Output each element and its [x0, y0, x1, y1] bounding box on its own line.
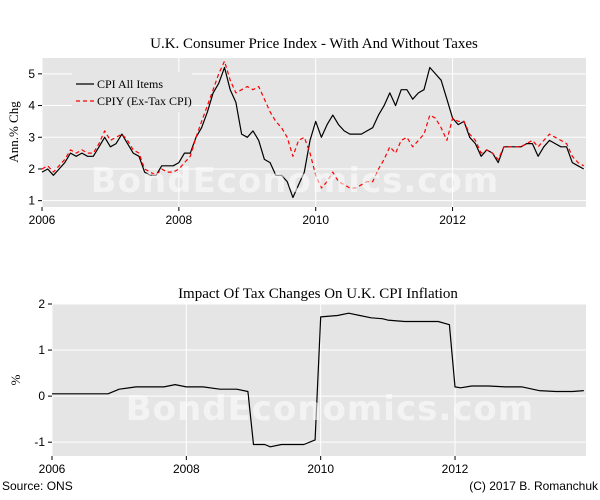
- bottom-series: [52, 312, 584, 448]
- source-note: Source: ONS: [2, 479, 73, 493]
- top-watermark: BondEconomics.com: [91, 161, 499, 201]
- bottom-gridlines: [51, 303, 586, 456]
- legend: CPI All Items CPIY (Ex-Tax CPI): [72, 72, 192, 112]
- bottom-series-line-1: [52, 312, 584, 448]
- top-x-tick-label: 2010: [302, 213, 329, 227]
- legend-label-cpiy: CPIY (Ex-Tax CPI): [97, 94, 192, 108]
- top-y-axis-label: Ann.% Chg: [6, 101, 21, 163]
- top-y-tick-label: 4: [28, 99, 35, 113]
- top-x-tick-label: 2008: [166, 213, 193, 227]
- bottom-y-tick-label: 1: [38, 343, 45, 357]
- top-y-tick-label: 1: [28, 194, 35, 208]
- legend-label-cpi-all-items: CPI All Items: [97, 77, 163, 91]
- bottom-plot-area: [52, 304, 586, 456]
- bottom-y-axis-label: %: [8, 374, 23, 385]
- bottom-ticks: 2006 2008 2010 2012 -1 0 1 2: [34, 297, 468, 476]
- bottom-y-tick-label: 2: [38, 297, 45, 311]
- bottom-x-tick-label: 2012: [442, 462, 469, 476]
- top-chart-title: U.K. Consumer Price Index - With And Wit…: [150, 36, 478, 52]
- top-chart: U.K. Consumer Price Index - With And Wit…: [6, 36, 586, 227]
- bottom-x-tick-label: 2008: [173, 462, 200, 476]
- top-y-tick-label: 5: [28, 67, 35, 81]
- copyright-note: (C) 2017 B. Romanchuk: [469, 479, 599, 493]
- bottom-chart: Impact Of Tax Changes On U.K. CPI Inflat…: [8, 286, 586, 476]
- bottom-y-tick-label: 0: [38, 389, 45, 403]
- top-x-tick-label: 2012: [439, 213, 466, 227]
- top-series-line-2: [41, 60, 584, 189]
- top-series: [41, 60, 584, 199]
- top-y-tick-label: 3: [28, 130, 35, 144]
- bottom-watermark: BondEconomics.com: [126, 389, 534, 429]
- bottom-x-tick-label: 2010: [307, 462, 334, 476]
- bottom-y-tick-label: -1: [34, 435, 45, 449]
- bottom-chart-title: Impact Of Tax Changes On U.K. CPI Inflat…: [178, 286, 458, 302]
- legend-box: [72, 72, 192, 112]
- top-x-tick-label: 2006: [29, 213, 56, 227]
- top-ticks: 2006 2008 2010 2012 1 2 3 4 5: [28, 67, 466, 227]
- bottom-x-tick-label: 2006: [39, 462, 66, 476]
- top-y-tick-label: 2: [28, 162, 35, 176]
